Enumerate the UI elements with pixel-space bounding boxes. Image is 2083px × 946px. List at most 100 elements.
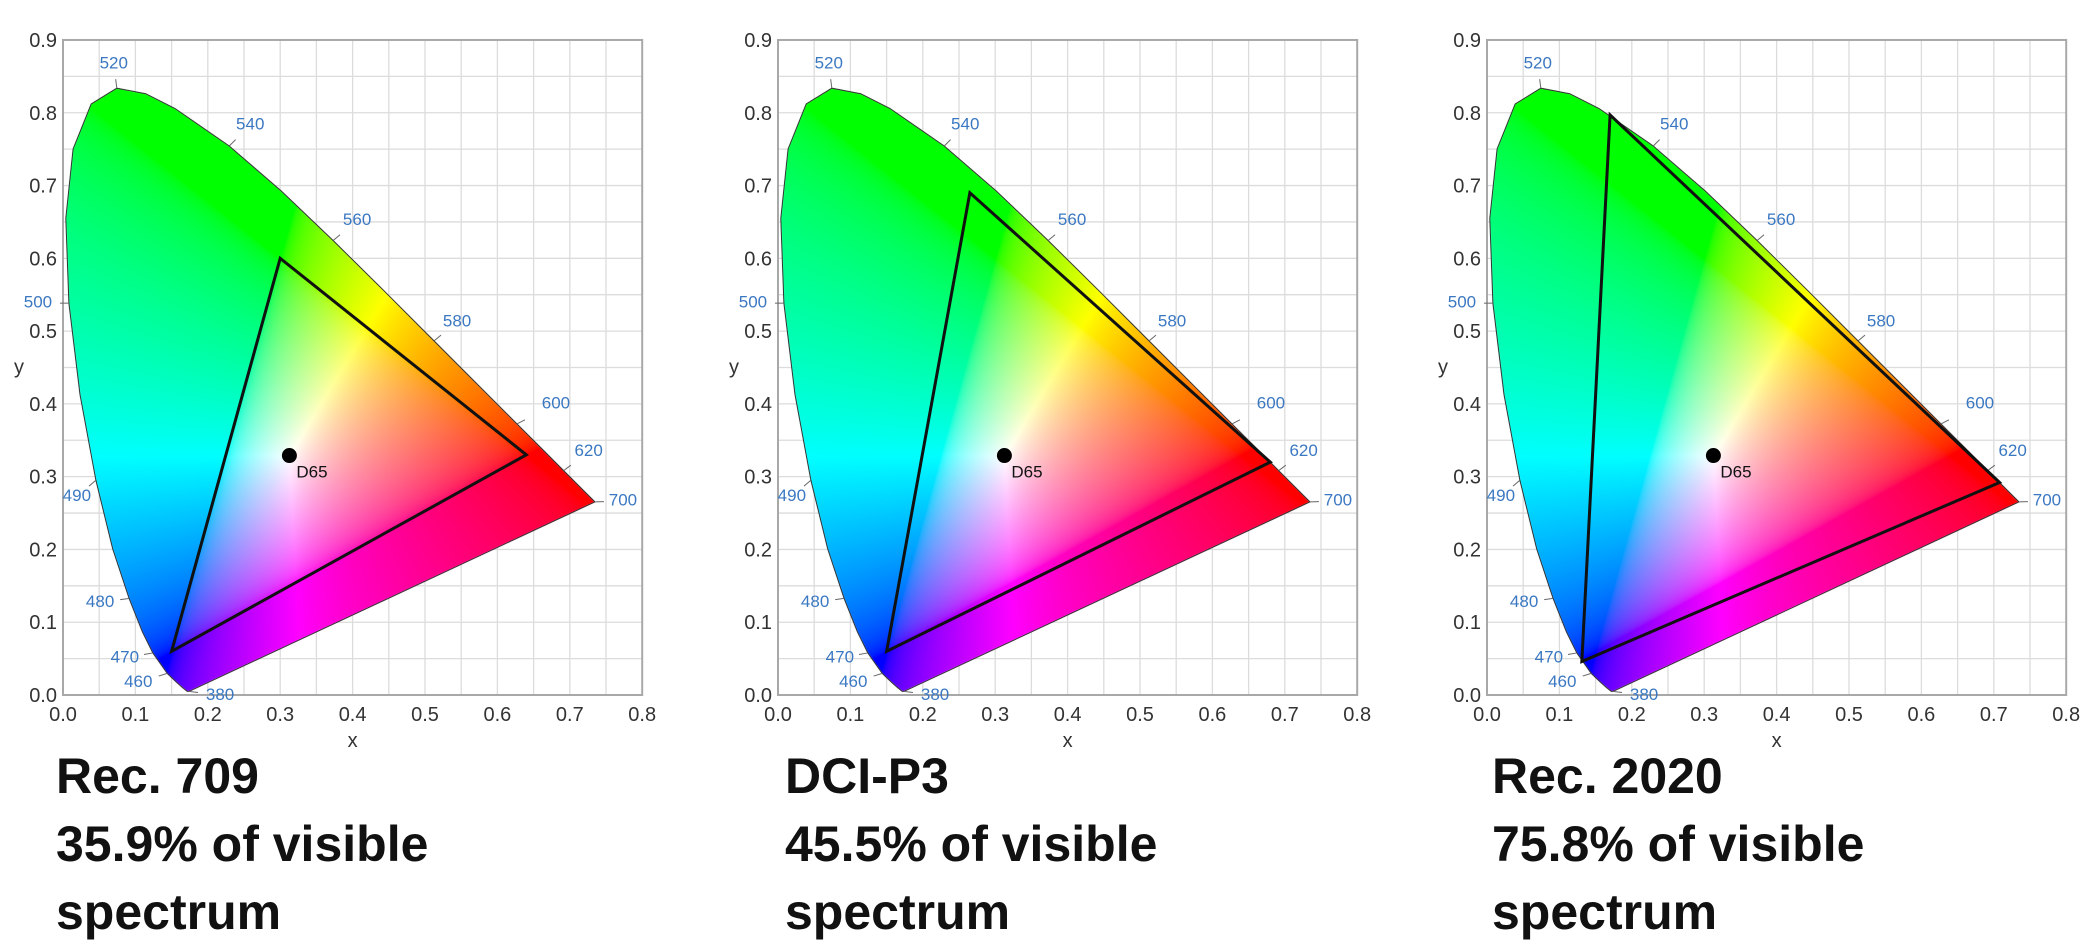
x-tick-label: 0.5: [411, 704, 439, 726]
wavelength-label: 560: [1058, 210, 1086, 229]
wavelength-label: 470: [1535, 647, 1563, 666]
wavelength-tick: [1613, 691, 1622, 692]
x-tick-label: 0.4: [339, 704, 367, 726]
wavelength-label: 480: [801, 592, 829, 611]
gamut-triangle: [887, 193, 1271, 652]
x-tick-label: 0.4: [1054, 704, 1082, 726]
y-tick-label: 0.3: [1453, 467, 1481, 489]
wavelength-label: 620: [574, 441, 602, 460]
wavelength-label: 460: [839, 672, 867, 691]
caption-title: Rec. 709: [56, 742, 428, 810]
gamut-triangle: [172, 258, 527, 651]
spectral-locus-outline: [1490, 88, 2019, 691]
x-tick-label: 0.0: [764, 704, 792, 726]
spectral-locus-outline: [66, 88, 595, 691]
caption-line: spectrum: [1492, 878, 1864, 946]
chart-2: 380460470480490500520540560580600620700D…: [1438, 30, 2080, 752]
spectral-locus-outline: [781, 88, 1310, 691]
wavelength-label: 380: [206, 685, 234, 704]
wavelength-label: 580: [1867, 311, 1895, 330]
y-tick-label: 0.2: [1453, 539, 1481, 561]
x-tick-label: 0.8: [2052, 704, 2080, 726]
y-tick-label: 0.8: [1453, 103, 1481, 125]
y-tick-label: 0.1: [29, 612, 57, 634]
wavelength-tick: [944, 140, 950, 146]
caption-title: DCI-P3: [785, 742, 1157, 810]
y-tick-label: 0.1: [1453, 612, 1481, 634]
wavelength-label: 470: [826, 647, 854, 666]
wavelength-tick: [1544, 598, 1553, 599]
wavelength-label: 460: [1548, 672, 1576, 691]
x-tick-label: 0.1: [836, 704, 864, 726]
wavelength-tick: [1568, 653, 1577, 655]
wavelength-label: 600: [542, 393, 570, 412]
chart-1: 380460470480490500520540560580600620700D…: [729, 30, 1371, 752]
y-tick-label: 0.7: [1453, 176, 1481, 198]
wavelength-tick: [229, 140, 235, 146]
wavelength-tick: [1757, 235, 1764, 241]
wavelength-tick: [1941, 420, 1949, 424]
y-tick-label: 0.1: [744, 612, 772, 634]
y-tick-label: 0.0: [1453, 685, 1481, 707]
white-point-marker: [1706, 448, 1721, 463]
y-tick-label: 0.5: [1453, 321, 1481, 343]
x-tick-label: 0.8: [1343, 704, 1371, 726]
y-axis-label: y: [14, 356, 24, 378]
wavelength-label: 600: [1257, 393, 1285, 412]
x-tick-label: 0.7: [1271, 704, 1299, 726]
wavelength-tick: [1583, 673, 1592, 676]
wavelength-tick: [1048, 235, 1055, 241]
x-tick-label: 0.1: [1545, 704, 1573, 726]
wavelength-tick: [159, 673, 168, 676]
y-tick-label: 0.6: [29, 248, 57, 270]
wavelength-label: 560: [1767, 210, 1795, 229]
wavelength-label: 490: [778, 486, 806, 505]
wavelength-label: 540: [236, 115, 264, 134]
wavelength-label: 540: [951, 115, 979, 134]
y-tick-label: 0.0: [29, 685, 57, 707]
wavelength-label: 600: [1966, 393, 1994, 412]
wavelength-tick: [116, 79, 117, 88]
wavelength-label: 620: [1289, 441, 1317, 460]
x-tick-label: 0.3: [266, 704, 294, 726]
x-tick-label: 0.1: [121, 704, 149, 726]
x-tick-label: 0.6: [1907, 704, 1935, 726]
caption-dci-p3: DCI-P3 45.5% of visible spectrum: [785, 742, 1157, 946]
wavelength-label: 490: [1487, 486, 1515, 505]
caption-rec2020: Rec. 2020 75.8% of visible spectrum: [1492, 742, 1864, 946]
x-tick-label: 0.3: [1690, 704, 1718, 726]
wavelength-tick: [434, 335, 441, 341]
wavelength-tick: [1149, 335, 1156, 341]
wavelength-tick: [1232, 420, 1240, 424]
white-point-label: D65: [296, 463, 327, 482]
wavelength-label: 460: [124, 672, 152, 691]
x-tick-label: 0.2: [194, 704, 222, 726]
y-tick-label: 0.6: [1453, 248, 1481, 270]
wavelength-label: 520: [815, 54, 843, 73]
chart-0: 380460470480490500520540560580600620700D…: [14, 30, 656, 752]
gamut-triangle: [1582, 115, 2000, 662]
y-tick-label: 0.2: [29, 539, 57, 561]
y-tick-label: 0.9: [1453, 30, 1481, 52]
caption-line: 45.5% of visible: [785, 810, 1157, 878]
wavelength-label: 700: [609, 490, 637, 509]
y-tick-label: 0.9: [29, 30, 57, 52]
wavelength-tick: [904, 691, 913, 692]
white-point-marker: [997, 448, 1012, 463]
y-tick-label: 0.8: [29, 103, 57, 125]
x-tick-label: 0.6: [483, 704, 511, 726]
y-tick-label: 0.7: [29, 176, 57, 198]
wavelength-label: 500: [1448, 293, 1476, 312]
x-tick-label: 0.5: [1126, 704, 1154, 726]
x-tick-label: 0.5: [1835, 704, 1863, 726]
y-tick-label: 0.4: [29, 394, 57, 416]
y-tick-label: 0.3: [29, 467, 57, 489]
y-tick-label: 0.0: [744, 685, 772, 707]
wavelength-tick: [874, 673, 883, 676]
wavelength-label: 620: [1998, 441, 2026, 460]
y-tick-label: 0.3: [744, 467, 772, 489]
wavelength-label: 700: [1324, 490, 1352, 509]
wavelength-tick: [831, 79, 832, 88]
wavelength-tick: [835, 598, 844, 599]
wavelength-tick: [189, 691, 198, 692]
